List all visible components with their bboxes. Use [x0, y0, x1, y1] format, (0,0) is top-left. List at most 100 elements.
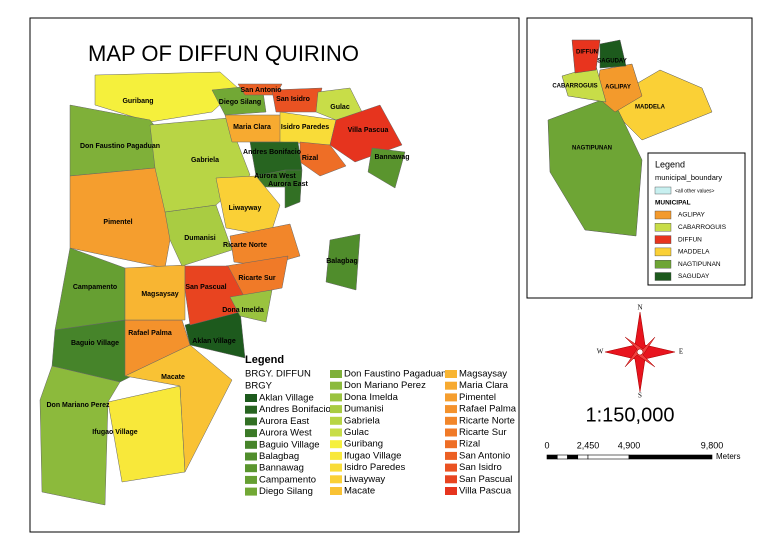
barangay-label: Balagbag — [326, 258, 358, 265]
barangay-label: Rizal — [302, 155, 318, 162]
inset-legend-swatch — [654, 223, 672, 232]
inset-legend-other: <all other values> — [675, 188, 715, 194]
legend-swatch — [245, 440, 257, 449]
legend-label: Maria Clara — [459, 380, 509, 391]
municipality-area — [599, 39, 627, 69]
legend-label: Don Mariano Perez — [344, 380, 426, 391]
scale-segment — [556, 454, 568, 460]
compass-s: S — [638, 392, 642, 400]
inset-legend-label: MADDELA — [678, 249, 710, 256]
barangay-label: Bannawag — [374, 154, 409, 161]
municipality-label: AGLIPAY — [605, 85, 631, 91]
barangay-area — [284, 169, 303, 209]
scale-tick-label: 4,900 — [618, 440, 641, 450]
scale-bar: 0 2,450 4,900 9,800 Meters — [544, 440, 740, 461]
inset-map: NAGTIPUNAN MADDELA AGLIPAY CABARROGUIS DIFFU… — [547, 39, 746, 286]
legend-label: Balagbag — [259, 451, 299, 462]
inset-legend-label: AGLIPAY — [678, 212, 706, 219]
legend-label: Liwayway — [344, 474, 385, 485]
barangay-label: Aurora East — [268, 181, 308, 188]
inset-legend-title: Legend — [655, 159, 685, 169]
scale-unit: Meters — [716, 452, 740, 461]
scale-segment — [546, 454, 558, 460]
legend-swatch — [330, 381, 342, 390]
legend-label: Ricarte Sur — [459, 427, 507, 438]
inset-legend-label: DIFFUN — [678, 236, 702, 243]
barangay-label: Ricarte Norte — [223, 242, 267, 249]
barangay-label: Magsaysay — [141, 291, 178, 298]
barangay-area — [367, 147, 406, 189]
scale-segment — [577, 454, 589, 460]
legend-swatch — [330, 463, 342, 472]
legend-group: BRGY. DIFFUN — [245, 369, 311, 380]
legend-label: Guribang — [344, 439, 383, 450]
legend-label: Baguio Village — [259, 439, 320, 450]
barangay-label: Liwayway — [229, 205, 262, 212]
inset-legend-label: NAGTIPUNAN — [678, 261, 721, 268]
legend-label: Dona Imelda — [344, 392, 399, 403]
inset-legend-swatch — [654, 260, 672, 269]
legend-swatch — [445, 451, 457, 460]
barangay-map: Guribang Don Faustino Pagaduan Pimentel Cam… — [39, 71, 410, 506]
legend-label: Isidro Paredes — [344, 462, 406, 473]
legend-label: Don Faustino Pagaduan — [344, 369, 446, 380]
inset-legend-swatch — [654, 186, 672, 195]
legend-subgroup: BRGY — [245, 381, 273, 392]
barangay-label: Gabriela — [191, 157, 219, 164]
legend-label: Aurora West — [259, 428, 312, 439]
barangay-label: Rafael Palma — [128, 330, 172, 337]
legend-label: Ricarte Norte — [459, 415, 515, 426]
legend-label: Rafael Palma — [459, 404, 517, 415]
barangay-label: Aklan Village — [192, 338, 236, 345]
compass-n: N — [637, 304, 642, 312]
municipality-area — [571, 39, 601, 74]
legend-label: Campamento — [259, 474, 316, 485]
barangay-label: Pimentel — [103, 219, 132, 226]
legend-swatch — [330, 440, 342, 449]
inset-legend-label: SAGUDAY — [678, 273, 710, 280]
legend-title: Legend — [245, 354, 284, 366]
barangay-label: Don Mariano Perez — [46, 402, 110, 409]
legend-label: Macate — [344, 486, 375, 497]
barangay-label: Baguio Village — [71, 340, 119, 347]
barangay-area — [325, 233, 361, 291]
legend-label: San Isidro — [459, 462, 502, 473]
legend-swatch — [330, 451, 342, 460]
legend-label: Aklan Village — [259, 393, 314, 404]
legend-label: Rizal — [459, 439, 480, 450]
scale-segment — [567, 454, 579, 460]
legend-swatch — [245, 394, 257, 402]
legend-swatch — [330, 487, 342, 495]
compass-center — [636, 348, 644, 356]
legend-swatch — [330, 405, 342, 414]
legend-label: Gulac — [344, 427, 369, 438]
legend-swatch — [245, 464, 257, 473]
barangay-label: San Isidro — [276, 96, 310, 103]
legend-swatch — [245, 429, 257, 438]
legend-swatch — [445, 440, 457, 449]
barangay-label: Diego Silang — [219, 99, 261, 106]
barangay-label: Maria Clara — [233, 124, 271, 131]
legend-swatch — [445, 487, 457, 495]
legend-swatch — [445, 428, 457, 437]
legend-label: Magsaysay — [459, 369, 507, 380]
barangay-label: Macate — [161, 374, 185, 381]
barangay-label: San Antonio — [241, 87, 282, 94]
legend-label: Andres Bonifacio — [259, 404, 331, 415]
barangay-area — [94, 71, 239, 123]
legend-label: Bannawag — [259, 463, 304, 474]
compass: N S W E — [597, 304, 683, 400]
compass-w: W — [597, 348, 604, 356]
scale-tick-label: 0 — [544, 440, 549, 450]
municipality-label: SAGUDAY — [597, 59, 626, 65]
legend-swatch — [330, 428, 342, 437]
legend-swatch — [330, 370, 342, 378]
barangay-label: Ifugao Village — [92, 429, 137, 436]
barangay-label: Aurora West — [254, 173, 296, 180]
legend-label: Ifugao Village — [344, 450, 401, 461]
legend-swatch — [245, 417, 257, 426]
legend-swatch — [245, 405, 257, 414]
legend-swatch — [245, 452, 257, 461]
inset-legend-label: CABARROGUIS — [678, 224, 727, 231]
